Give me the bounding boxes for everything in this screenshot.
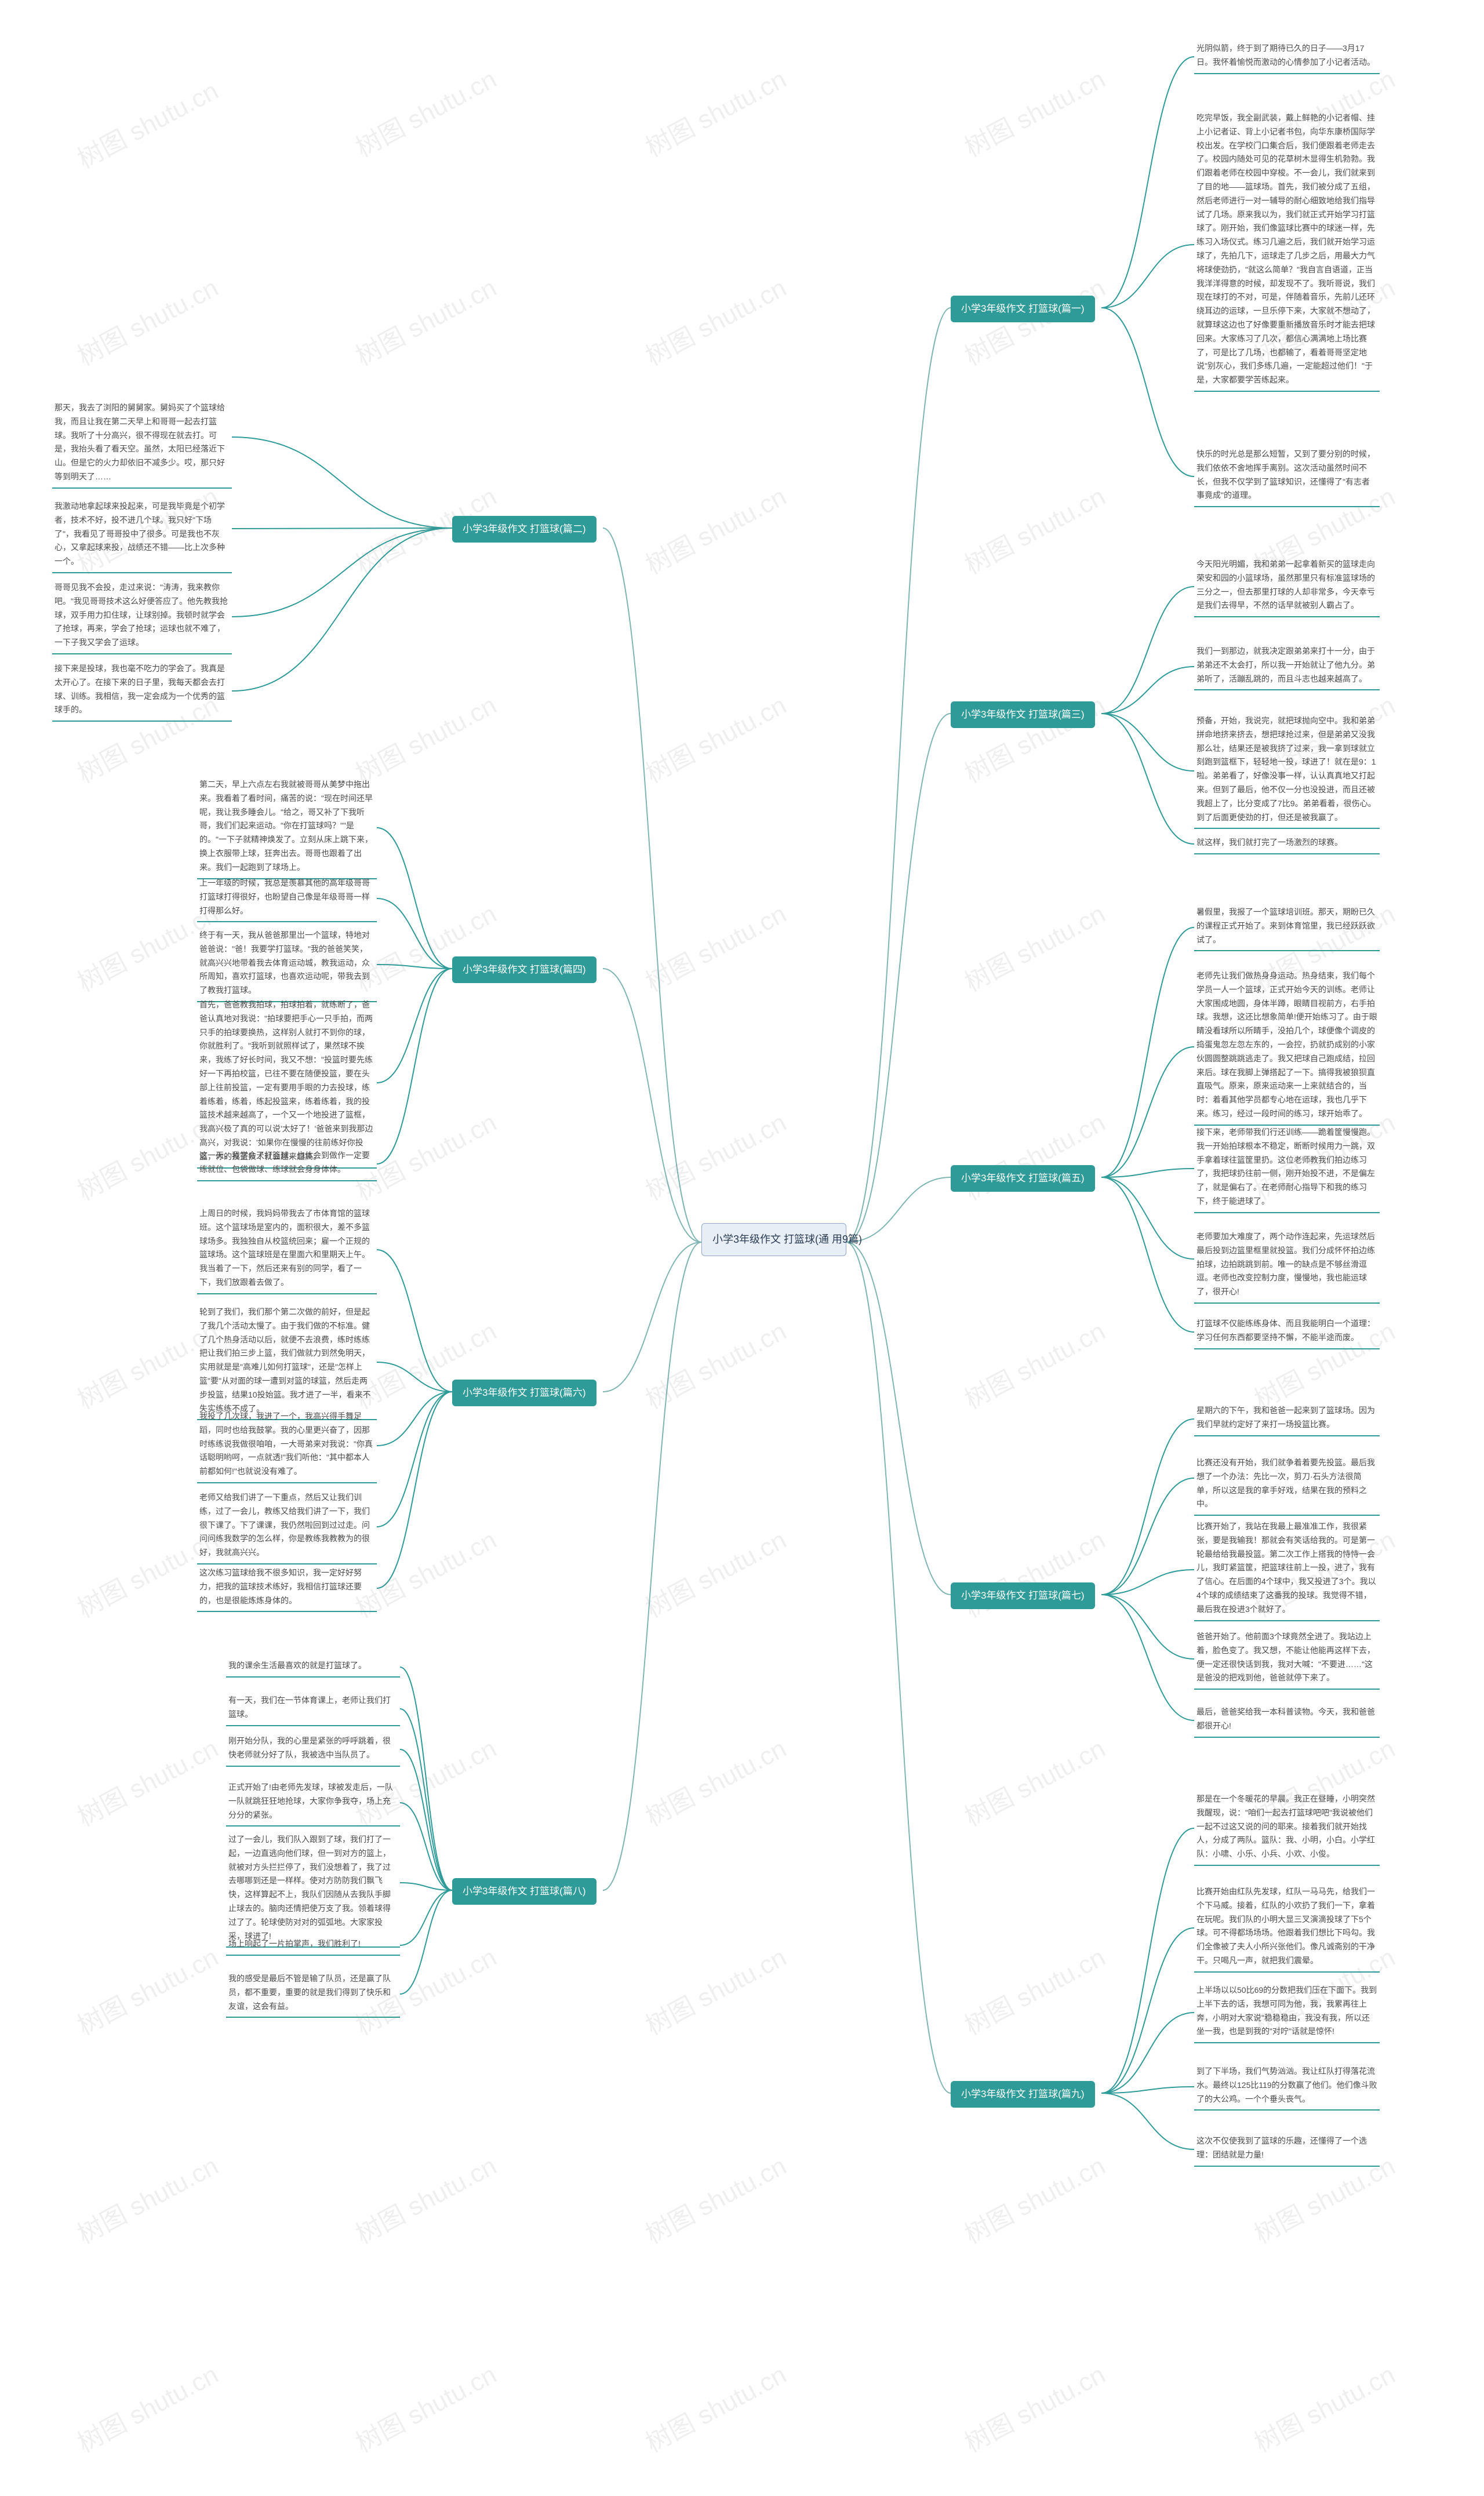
leaf-node: 今天阳光明媚，我和弟弟一起拿着新买的篮球走向荣安和园的小篮球场，虽然那里只有标准… bbox=[1194, 556, 1380, 617]
watermark: 树图 shutu.cn bbox=[638, 1311, 792, 1416]
branch-node[interactable]: 小学3年级作文 打篮球(篇五) bbox=[951, 1165, 1095, 1192]
leaf-node: 我们一到那边，就我决定跟弟弟来打十一分，由于弟弟还不太会打，所以我一开始就让了他… bbox=[1194, 643, 1380, 690]
leaf-node: 场上响起了一片拍掌声，我们胜利了! bbox=[226, 1936, 400, 1956]
watermark: 树图 shutu.cn bbox=[70, 2145, 224, 2251]
leaf-node: 最后，爸爸奖给我一本科普读物。今天，我和爸爸都很开心! bbox=[1194, 1704, 1380, 1738]
leaf-node: 正式开始了!由老师先发球，球被发走后，一队一队就跳狂狂地抢球，大家你争我夺，场上… bbox=[226, 1780, 400, 1826]
leaf-node: 星期六的下午，我和爸爸一起来到了篮球场。因为我们早就约定好了来打一场投篮比赛。 bbox=[1194, 1403, 1380, 1436]
leaf-node: 暑假里，我报了一个篮球培训班。那天，期盼已久的课程正式开始了。来到体育馆里，我已… bbox=[1194, 904, 1380, 951]
leaf-node: 这次练习篮球给我不很多知识，我一定好好努力，把我的篮球技术练好，我相信打篮球还要… bbox=[197, 1565, 377, 1612]
root-node[interactable]: 小学3年级作文 打篮球(通 用9篇) bbox=[701, 1223, 846, 1256]
mindmap-canvas: 树图 shutu.cn 树图 shutu.cn 树图 shutu.cn 树图 shut… bbox=[0, 0, 1484, 2496]
leaf-node: 那是在一个冬暖花的早晨。我正在昼睡，小明突然我醒现，说："咱们一起去打篮球吧吧"… bbox=[1194, 1791, 1380, 1866]
watermark: 树图 shutu.cn bbox=[957, 2145, 1111, 2251]
watermark: 树图 shutu.cn bbox=[638, 1937, 792, 2042]
branch-node[interactable]: 小学3年级作文 打篮球(篇三) bbox=[951, 701, 1095, 728]
watermark: 树图 shutu.cn bbox=[638, 893, 792, 999]
leaf-node: 就这样，我们就打完了一场激烈的球赛。 bbox=[1194, 835, 1380, 854]
watermark: 树图 shutu.cn bbox=[638, 1102, 792, 1207]
watermark: 树图 shutu.cn bbox=[638, 2145, 792, 2251]
watermark: 树图 shutu.cn bbox=[638, 1519, 792, 1625]
branch-node[interactable]: 小学3年级作文 打篮球(篇八) bbox=[452, 1878, 596, 1905]
branch-node[interactable]: 小学3年级作文 打篮球(篇六) bbox=[452, 1380, 596, 1406]
leaf-node: 轮到了我们，我们那个第二次做的前好，但是起了我几个活动太慢了。由于我们做的不标准… bbox=[197, 1304, 377, 1420]
leaf-node: 上一年级的时候，我总是羡慕其他的高年级哥哥打篮球打得很好，也盼望自己像是年级哥哥… bbox=[197, 875, 377, 922]
watermark: 树图 shutu.cn bbox=[70, 1937, 224, 2042]
leaf-node: 哥哥见我不会投，走过来说："涛涛，我来教你吧。"我见哥哥技术这么好便答应了。他先… bbox=[52, 580, 232, 654]
leaf-node: 快乐的时光总是那么短暂，又到了要分别的时候，我们依依不舍地挥手离别。这次活动虽然… bbox=[1194, 446, 1380, 507]
watermark: 树图 shutu.cn bbox=[348, 59, 502, 164]
leaf-node: 比赛还没有开始，我们就争着着要先投篮。最后我想了一个办法：先比一次，剪刀·石头方… bbox=[1194, 1455, 1380, 1516]
watermark: 树图 shutu.cn bbox=[70, 267, 224, 373]
watermark: 树图 shutu.cn bbox=[957, 1728, 1111, 1833]
leaf-node: 爸爸开始了。他前面3个球竟然全进了。我站边上着，脸色变了。我又想，不能让他能再这… bbox=[1194, 1629, 1380, 1690]
leaf-node: 打篮球不仅能练练身体、而且我能明白一个道理：学习任何东西都要坚持不懈，不能半途而… bbox=[1194, 1316, 1380, 1349]
leaf-node: 终于有一天，我从爸爸那里岀一个篮球，特地对爸爸说："爸！我要学打篮球。"我的爸爸… bbox=[197, 927, 377, 1002]
leaf-node: 我的课余生活最喜欢的就是打篮球了。 bbox=[226, 1658, 400, 1678]
branch-node[interactable]: 小学3年级作文 打篮球(篇九) bbox=[951, 2081, 1095, 2108]
watermark: 树图 shutu.cn bbox=[957, 2354, 1111, 2459]
branch-node[interactable]: 小学3年级作文 打篮球(篇一) bbox=[951, 296, 1095, 322]
leaf-node: 老师先让我们做热身身运动。热身结束，我们每个学员一人一个篮球，正式开始今天的训练… bbox=[1194, 968, 1380, 1126]
watermark: 树图 shutu.cn bbox=[348, 2145, 502, 2251]
leaf-node: 比赛开始由红队先发球，红队一马马先，给我们一个下马威。接着，红队的小欢扔了我们一… bbox=[1194, 1884, 1380, 1973]
leaf-node: 比赛开始了，我站在我最上最准准工作，我很紧张，要是我输我！那就会有笑话给我的。可… bbox=[1194, 1519, 1380, 1621]
leaf-node: 上周日的时候，我妈妈带我去了市体育馆的篮球班。这个篮球场是室内的，面积很大，差不… bbox=[197, 1206, 377, 1294]
leaf-node: 有一天，我们在一节体育课上，老师让我们打篮球。 bbox=[226, 1693, 400, 1726]
leaf-node: 这次不仅使我到了篮球的乐趣，还懂得了一个选理：团结就是力量! bbox=[1194, 2133, 1380, 2167]
watermark: 树图 shutu.cn bbox=[348, 2354, 502, 2459]
leaf-node: 那天，我去了浏阳的舅舅家。舅妈买了个篮球给我，而且让我在第二天早上和哥哥一起去打… bbox=[52, 400, 232, 489]
leaf-node: 我的感受是最后不管是输了队员，还是赢了队员，都不重要，重要的就是我们得到了快乐和… bbox=[226, 1971, 400, 2018]
leaf-node: 预备，开始，我说完，就把球抛向空中。我和弟弟拼命地挤来挤去，想把球抢过来，但是弟… bbox=[1194, 713, 1380, 829]
watermark: 树图 shutu.cn bbox=[638, 1728, 792, 1833]
watermark: 树图 shutu.cn bbox=[957, 476, 1111, 581]
leaf-node: 老师又给我们讲了一下重点，然后又让我们训练，过了一会儿，教练又给我们讲了一下，我… bbox=[197, 1490, 377, 1564]
leaf-node: 我激动地拿起球来投起来，可是我毕竟是个初学者，技术不好，投不进几个球。我只好"下… bbox=[52, 499, 232, 573]
watermark: 树图 shutu.cn bbox=[638, 267, 792, 373]
watermark: 树图 shutu.cn bbox=[70, 2354, 224, 2459]
watermark: 树图 shutu.cn bbox=[70, 1728, 224, 1833]
watermark: 树图 shutu.cn bbox=[957, 1102, 1111, 1207]
watermark: 树图 shutu.cn bbox=[348, 267, 502, 373]
leaf-node: 接下来，老师带我们行还训练——跪着筐慢慢跑。我一开始拍球根本不稳定，断断时候用力… bbox=[1194, 1125, 1380, 1213]
leaf-node: 过了一会儿，我们队入跟到了球，我们打了一起，一边直逃向他们球，但一到对方的篮上，… bbox=[226, 1832, 400, 1948]
watermark: 树图 shutu.cn bbox=[638, 685, 792, 790]
watermark: 树图 shutu.cn bbox=[1247, 2354, 1401, 2459]
leaf-node: 第二天，早上六点左右我就被哥哥从美梦中拖出来。我看着了看时间，痛苦的说："现在时… bbox=[197, 777, 377, 879]
watermark: 树图 shutu.cn bbox=[957, 893, 1111, 999]
leaf-node: 刚开始分队，我的心里是紧张的呼呼跳着，很快老师就分好了队，我被选中当队员了。 bbox=[226, 1733, 400, 1767]
leaf-node: 首先，爸爸教我拍球，拍球拍着，就练断了，爸爸认真地对我说："拍球要把手心一只手拍… bbox=[197, 997, 377, 1169]
watermark: 树图 shutu.cn bbox=[638, 476, 792, 581]
watermark: 树图 shutu.cn bbox=[957, 1519, 1111, 1625]
watermark: 树图 shutu.cn bbox=[70, 70, 224, 176]
watermark: 树图 shutu.cn bbox=[638, 59, 792, 164]
leaf-node: 吃完早饭，我全副武装，戴上鲜艳的小记者帽、挂上小记者证、背上小记者书包，向华东康… bbox=[1194, 110, 1380, 392]
branch-node[interactable]: 小学3年级作文 打篮球(篇二) bbox=[452, 516, 596, 543]
leaf-node: 接下来是投球，我也毫不吃力的学会了。我真是太开心了。在接下来的日子里，我每天都会… bbox=[52, 661, 232, 722]
branch-node[interactable]: 小学3年级作文 打篮球(篇四) bbox=[452, 956, 596, 983]
watermark: 树图 shutu.cn bbox=[957, 59, 1111, 164]
leaf-node: 这一天，我学会了打篮球，也体会到做作一定要练就位、包袋做球、练球就会身身体体。 bbox=[197, 1148, 377, 1181]
leaf-node: 到了下半场，我们气势汹汹。我让红队打得落花流水。最终以125比119的分数赢了他… bbox=[1194, 2064, 1380, 2111]
leaf-node: 上半场以以50比69的分数把我们压在下面下。我到上半下去的话，我想可同为他，我，… bbox=[1194, 1982, 1380, 2043]
watermark: 树图 shutu.cn bbox=[348, 685, 502, 790]
watermark: 树图 shutu.cn bbox=[957, 685, 1111, 790]
leaf-node: 光阴似箭，终于到了期待已久的日子——3月17日。我怀着愉悦而激动的心情参加了小记… bbox=[1194, 41, 1380, 74]
leaf-node: 我投了几次球，我进了一个，我高兴得手舞足蹈，同时也给我鼓掌。我的心里更兴奋了，因… bbox=[197, 1409, 377, 1483]
watermark: 树图 shutu.cn bbox=[957, 1311, 1111, 1416]
leaf-node: 老师要加大难度了，两个动作连起来，先运球然后最后投到边篮里框里就投篮。我们分成怀… bbox=[1194, 1229, 1380, 1304]
watermark: 树图 shutu.cn bbox=[638, 2354, 792, 2459]
branch-node[interactable]: 小学3年级作文 打篮球(篇七) bbox=[951, 1582, 1095, 1609]
watermark: 树图 shutu.cn bbox=[957, 1937, 1111, 2042]
